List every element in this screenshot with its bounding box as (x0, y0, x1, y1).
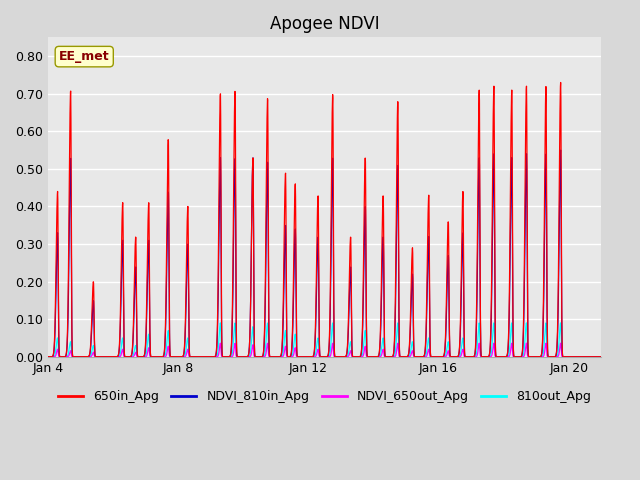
Text: EE_met: EE_met (59, 50, 109, 63)
Legend: 650in_Apg, NDVI_810in_Apg, NDVI_650out_Apg, 810out_Apg: 650in_Apg, NDVI_810in_Apg, NDVI_650out_A… (53, 385, 596, 408)
Title: Apogee NDVI: Apogee NDVI (270, 15, 380, 33)
